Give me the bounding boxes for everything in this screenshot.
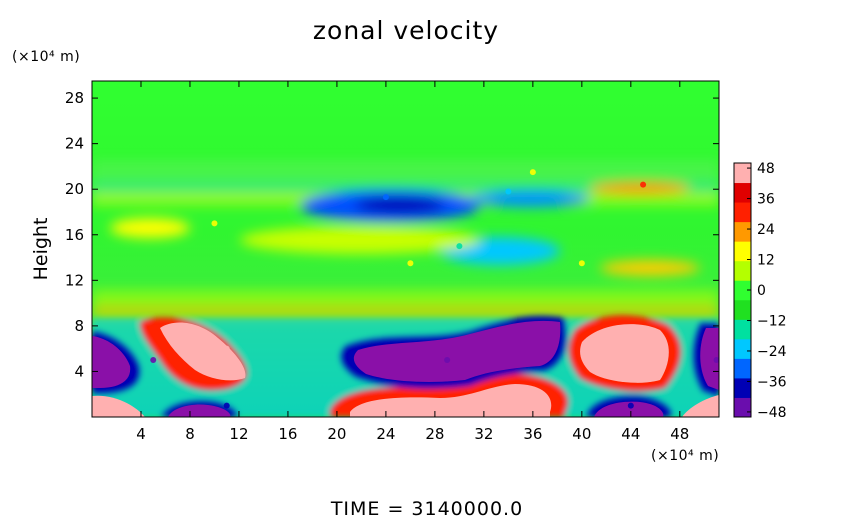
y-axis: 4 8 12 16 20 24 28 — [65, 89, 719, 380]
field-feature-point — [407, 260, 414, 267]
colorbar-segment — [734, 377, 751, 398]
colorbar-segment — [734, 280, 751, 301]
x-tick-label: 12 — [229, 425, 248, 443]
colorbar-tick-label: 12 — [757, 253, 775, 269]
colorbar-segment — [734, 358, 751, 379]
colorbar-segment — [734, 221, 751, 242]
field-feature-point — [444, 357, 451, 364]
x-tick-label: 28 — [425, 425, 444, 443]
field-extremes — [92, 320, 719, 417]
field-band-orange-low — [92, 307, 719, 315]
y-tick-label: 24 — [65, 135, 84, 153]
x-axis: 4 8 12 16 20 24 28 32 36 40 44 48 — [136, 81, 689, 443]
y-axis-label: Height — [30, 218, 52, 281]
colorbar-segment — [734, 163, 751, 184]
y-tick-label: 20 — [65, 180, 84, 198]
field-blue-cell-right — [470, 191, 590, 207]
field-pink-cell-bottom-left — [92, 395, 145, 417]
x-tick-label: 32 — [474, 425, 493, 443]
colorbar-segment — [734, 319, 751, 340]
x-tick-label: 40 — [572, 425, 591, 443]
colorbar-tick-label: −12 — [757, 313, 787, 329]
field-purple-core-center — [353, 320, 561, 382]
colorbar-tick-label: −48 — [757, 405, 787, 421]
field-feature-point — [92, 402, 95, 409]
y-tick-label: 16 — [65, 226, 84, 244]
field-purple-core-bottom-right — [594, 401, 664, 417]
colorbar-tick-label: 48 — [757, 161, 775, 177]
field-feature-point — [529, 169, 536, 176]
field-feature-point — [223, 345, 230, 352]
field-feature-point — [640, 181, 647, 188]
x-tick-label: 44 — [621, 425, 640, 443]
field-orange-cell-right — [590, 182, 690, 194]
plot-area — [92, 81, 719, 417]
field-feature-point — [150, 357, 157, 364]
y-tick-label: 4 — [74, 362, 84, 380]
field-yellow-cell-band — [240, 226, 480, 254]
field-pink-cell-bottom-center — [350, 384, 552, 417]
field-pink-cell-right — [580, 324, 669, 383]
field-feature-point — [382, 194, 389, 201]
y-tick-label: 8 — [74, 317, 84, 335]
plot-frame — [91, 80, 720, 418]
field-feature-point — [456, 243, 463, 250]
colorbar-tick-label: −36 — [757, 374, 787, 390]
field-band-cyan — [92, 182, 719, 192]
field-purple-core-right — [700, 328, 719, 390]
chart-title: zonal velocity — [313, 16, 499, 45]
x-axis-unit: (×10⁴ m) — [651, 448, 719, 464]
x-tick-label: 4 — [136, 425, 146, 443]
colorbar-tick-label: 0 — [757, 283, 766, 299]
colorbar-segment — [734, 202, 751, 223]
field-feature-point — [713, 357, 719, 364]
field-feature-point — [223, 402, 230, 409]
colorbar: 48 36 24 12 0 −12 −24 −36 −48 — [733, 161, 787, 421]
colorbar-tick-label: −24 — [757, 344, 787, 360]
field-feature-point — [578, 260, 585, 267]
colorbar-segment — [734, 299, 751, 320]
field-blue-cell-core — [355, 197, 445, 213]
colorbar-tick-label: 36 — [757, 192, 775, 208]
colorbar-segment — [734, 182, 751, 203]
colorbar-segment — [734, 241, 751, 262]
y-tick-label: 12 — [65, 271, 84, 289]
x-tick-label: 48 — [670, 425, 689, 443]
y-axis-unit: (×10⁴ m) — [12, 49, 80, 65]
y-tick-label: 28 — [65, 89, 84, 107]
colorbar-segment — [734, 338, 751, 359]
field-purple-core-left — [92, 336, 131, 388]
feature-markers — [92, 169, 719, 409]
x-tick-label: 36 — [523, 425, 542, 443]
field-pink-cell-left — [160, 322, 246, 381]
field-purple-core-bottom-left — [168, 404, 231, 417]
x-tick-label: 16 — [278, 425, 297, 443]
x-tick-label: 20 — [327, 425, 346, 443]
field-feature-point — [505, 188, 512, 195]
time-label: TIME = 3140000.0 — [330, 498, 523, 519]
field-shading — [92, 160, 719, 320]
field-pink-cell-bottom-right — [682, 395, 719, 417]
field-yellow-cell-left — [110, 218, 190, 238]
field-orange-cell-mid — [600, 260, 700, 276]
colorbar-tick-label: 24 — [757, 222, 775, 238]
x-tick-label: 24 — [376, 425, 395, 443]
field-feature-point — [456, 402, 463, 409]
field-feature-point — [627, 345, 634, 352]
field-feature-point — [627, 402, 634, 409]
x-tick-label: 8 — [185, 425, 195, 443]
field-feature-point — [211, 220, 218, 227]
field-feature-point — [713, 402, 719, 409]
colorbar-segment — [734, 397, 751, 418]
colorbar-segment — [734, 260, 751, 281]
